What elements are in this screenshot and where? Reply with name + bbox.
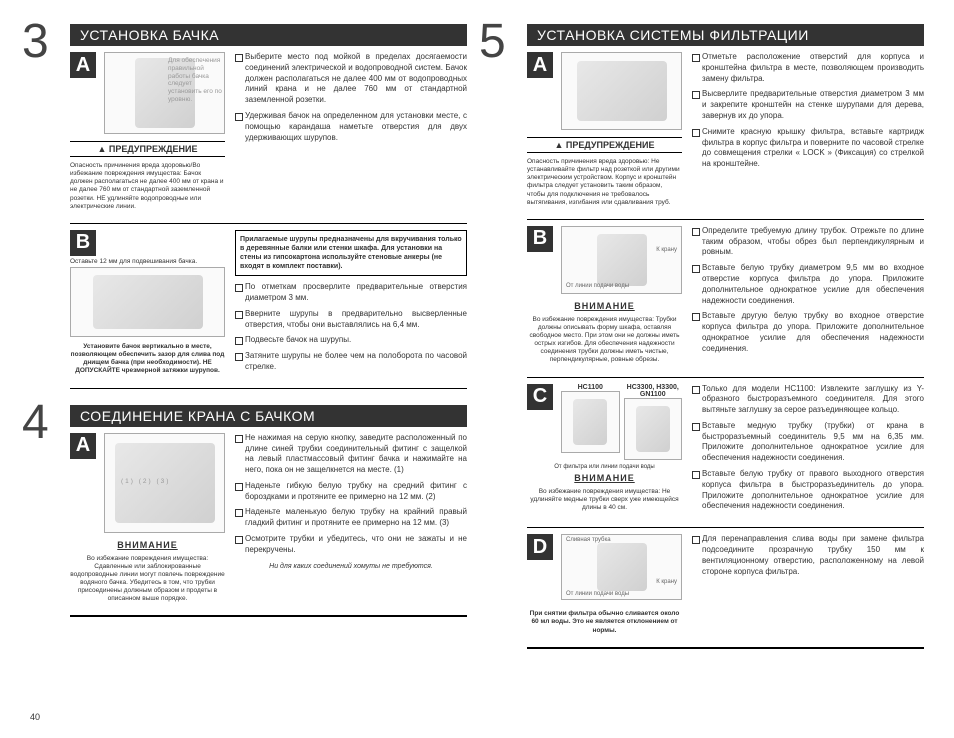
illustration: Сливная трубка От линии подачи воды К кр… xyxy=(561,534,682,600)
warning-label: ПРЕДУПРЕЖДЕНИЕ xyxy=(70,141,225,157)
list-item: Осмотрите трубки и убедитесь, что они не… xyxy=(235,534,467,556)
right-column: 5 УСТАНОВКА СИСТЕМЫ ФИЛЬТРАЦИИ A ПРЕДУПР… xyxy=(487,24,924,665)
list-item: Для перенаправления слива воды при замен… xyxy=(692,534,924,577)
bullet-list: По отметкам просверлите предварительные … xyxy=(235,282,467,373)
step-number: 3 xyxy=(22,14,49,69)
attention-label: ВНИМАНИЕ xyxy=(70,540,225,550)
attention-label: ВНИМАНИЕ xyxy=(527,473,682,483)
page-number: 40 xyxy=(30,712,40,722)
list-item: Вставьте медную трубку (трубки) от крана… xyxy=(692,421,924,464)
step3-b-row: B Оставьте 12 мм для подвешивания бачка.… xyxy=(70,224,467,389)
step-number: 5 xyxy=(479,14,506,69)
screw-icon xyxy=(93,275,203,329)
footnote: Ни для каких соединений хомуты не требую… xyxy=(235,562,467,571)
step-3: 3 УСТАНОВКА БАЧКА A Для обеспечения прав… xyxy=(30,24,467,389)
step-number: 4 xyxy=(22,395,49,450)
letter-b: B xyxy=(70,230,96,256)
connector-icon xyxy=(636,406,670,452)
list-item: Вставьте другую белую трубку во входное … xyxy=(692,311,924,354)
letter-a: A xyxy=(70,52,96,78)
step3-a-row: A Для обеспечения правильной работы бачк… xyxy=(70,46,467,224)
list-item: Отметьте расположение отверстий для корп… xyxy=(692,52,924,84)
illustration: Для обеспечения правильной работы бачка … xyxy=(104,52,225,134)
illustration xyxy=(70,267,225,337)
step5-b-row: B От линии подачи воды К крану ВНИМАНИЕ … xyxy=(527,220,924,378)
bullet-list: Отметьте расположение отверстий для корп… xyxy=(692,52,924,170)
bullet-list: Только для модели HC1100: Извлеките загл… xyxy=(692,384,924,513)
manual-page: 3 УСТАНОВКА БАЧКА A Для обеспечения прав… xyxy=(0,0,954,689)
list-item: Вставьте белую трубку диаметром 9,5 мм в… xyxy=(692,263,924,306)
step5-a-row: A ПРЕДУПРЕЖДЕНИЕ Опасность причинения вр… xyxy=(527,46,924,220)
filter-icon xyxy=(577,61,667,121)
step5-d-row: D Сливная трубка От линии подачи воды К … xyxy=(527,528,924,648)
list-item: Вставьте белую трубку от правого выходно… xyxy=(692,469,924,512)
illustration: От линии подачи воды К крану xyxy=(561,226,682,294)
attention-label: ВНИМАНИЕ xyxy=(527,301,682,311)
letter-c: C xyxy=(527,384,553,410)
list-item: Подвесьте бачок на шурупы. xyxy=(235,335,467,346)
list-item: Затяните шурупы не более чем на полоборо… xyxy=(235,351,467,373)
list-item: Вверните шурупы в предварительно высверл… xyxy=(235,309,467,331)
letter-b: B xyxy=(527,226,553,252)
illustration: (1) (2) (3) xyxy=(104,433,225,533)
letter-d: D xyxy=(527,534,553,560)
bullet-list: Для перенаправления слива воды при замен… xyxy=(692,534,924,577)
list-item: Не нажимая на серую кнопку, заведите рас… xyxy=(235,433,467,476)
note-box: Прилагаемые шурупы предназначены для вкр… xyxy=(235,230,467,276)
bullet-list: Определите требуемую длину трубок. Отреж… xyxy=(692,226,924,355)
connector-icon xyxy=(573,399,607,445)
list-item: Определите требуемую длину трубок. Отреж… xyxy=(692,226,924,258)
list-item: По отметкам просверлите предварительные … xyxy=(235,282,467,304)
list-item: Наденьте гибкую белую трубку на средний … xyxy=(235,481,467,503)
list-item: Наденьте маленькую белую трубку на крайн… xyxy=(235,507,467,529)
step4-a-row: A (1) (2) (3) ВНИМАНИЕ Во избежание повр… xyxy=(70,427,467,618)
drain-icon xyxy=(597,543,647,591)
bullet-list: Выберите место под мойкой в пределах дос… xyxy=(235,52,467,143)
letter-a: A xyxy=(527,52,553,78)
step-4: 4 СОЕДИНЕНИЕ КРАНА С БАЧКОМ A (1) (2) (3… xyxy=(30,405,467,618)
list-item: Высверлите предварительные отверстия диа… xyxy=(692,89,924,121)
list-item: Удерживая бачок на определенном для уста… xyxy=(235,111,467,143)
section-title: УСТАНОВКА БАЧКА xyxy=(70,24,467,46)
list-item: Выберите место под мойкой в пределах дос… xyxy=(235,52,467,106)
section-title: УСТАНОВКА СИСТЕМЫ ФИЛЬТРАЦИИ xyxy=(527,24,924,46)
illustration xyxy=(624,398,683,460)
list-item: Только для модели HC1100: Извлеките загл… xyxy=(692,384,924,416)
illustration xyxy=(561,52,682,130)
step-5: 5 УСТАНОВКА СИСТЕМЫ ФИЛЬТРАЦИИ A ПРЕДУПР… xyxy=(487,24,924,649)
step5-c-row: C HC1100 HC3300, H3300, GN1100 xyxy=(527,378,924,529)
section-title: СОЕДИНЕНИЕ КРАНА С БАЧКОМ xyxy=(70,405,467,427)
bullet-list: Не нажимая на серую кнопку, заведите рас… xyxy=(235,433,467,556)
illustration xyxy=(561,391,620,453)
letter-a: A xyxy=(70,433,96,459)
warning-label: ПРЕДУПРЕЖДЕНИЕ xyxy=(527,137,682,153)
filter-body-icon xyxy=(597,234,647,286)
left-column: 3 УСТАНОВКА БАЧКА A Для обеспечения прав… xyxy=(30,24,467,665)
list-item: Снимите красную крышку фильтра, вставьте… xyxy=(692,127,924,170)
warning-text: Опасность причинения вреда здоровью/Во и… xyxy=(70,160,225,213)
